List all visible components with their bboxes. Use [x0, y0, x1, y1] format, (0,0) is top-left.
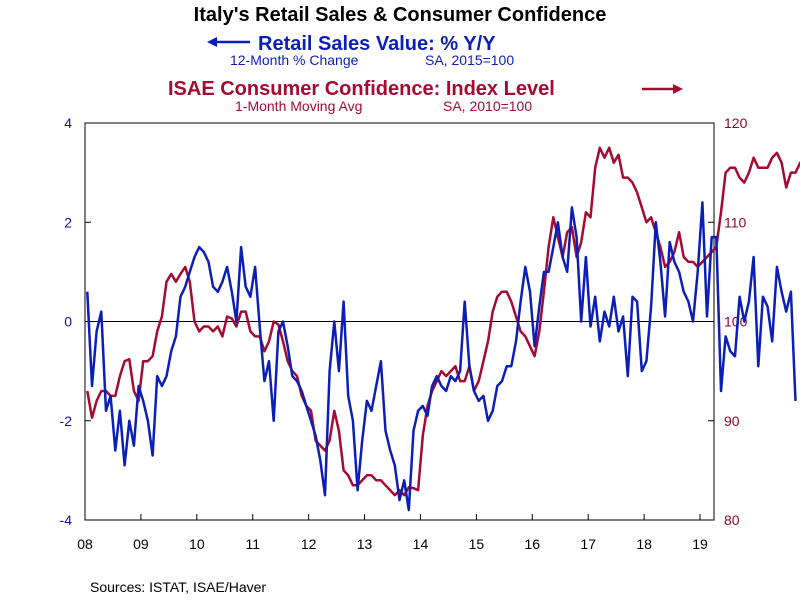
x-tick-label: 19: [692, 536, 708, 552]
x-tick-label: 12: [301, 536, 317, 552]
right-y-tick-label: 80: [724, 512, 740, 528]
confidence-subtitle-left: 1-Month Moving Avg: [235, 98, 362, 114]
left-y-tick-label: -4: [60, 512, 73, 528]
x-tick-label: 15: [469, 536, 485, 552]
x-tick-label: 10: [189, 536, 205, 552]
retail-sales-line: [86, 201, 797, 512]
x-tick-label: 11: [245, 536, 260, 552]
x-tick-label: 13: [357, 536, 373, 552]
retail-legend: Retail Sales Value: % Y/Y 12-Month % Cha…: [207, 33, 514, 68]
left-y-tick-label: 0: [64, 314, 72, 330]
x-tick-label: 09: [133, 536, 149, 552]
x-tick-label: 14: [413, 536, 429, 552]
x-tick-label: 17: [580, 536, 596, 552]
retail-series-label: Retail Sales Value: % Y/Y: [258, 33, 496, 55]
x-tick-label: 18: [636, 536, 652, 552]
right-y-tick-label: 110: [724, 214, 747, 230]
x-tick-label: 16: [524, 536, 540, 552]
left-y-tick-label: 2: [64, 214, 72, 230]
right-y-tick-label: 90: [724, 413, 740, 429]
left-arrow-icon: [207, 37, 250, 47]
x-tick-label: 08: [77, 536, 93, 552]
right-y-tick-label: 120: [724, 115, 748, 131]
sources-note: Sources: ISTAT, ISAE/Haver: [90, 579, 266, 595]
series-group: [86, 146, 800, 512]
confidence-subtitle-right: SA, 2010=100: [443, 98, 532, 114]
left-y-tick-label: -2: [60, 413, 73, 429]
chart-title: Italy's Retail Sales & Consumer Confiden…: [194, 4, 607, 26]
right-y-tick-label: 100: [724, 314, 748, 330]
right-arrow-icon: [642, 84, 683, 94]
confidence-series-label: ISAE Consumer Confidence: Index Level: [168, 78, 555, 100]
left-y-tick-label: 4: [64, 115, 72, 131]
retail-subtitle-right: SA, 2015=100: [425, 52, 514, 68]
left-y-axis: -4 -2 0 2 4: [60, 115, 91, 528]
confidence-legend: ISAE Consumer Confidence: Index Level 1-…: [168, 78, 683, 114]
x-axis: 08 09 10 11 12 13 14 15 16 17 18 19: [77, 514, 708, 552]
retail-subtitle-left: 12-Month % Change: [230, 52, 359, 68]
right-y-axis: 80 90 100 110 120: [708, 115, 748, 528]
